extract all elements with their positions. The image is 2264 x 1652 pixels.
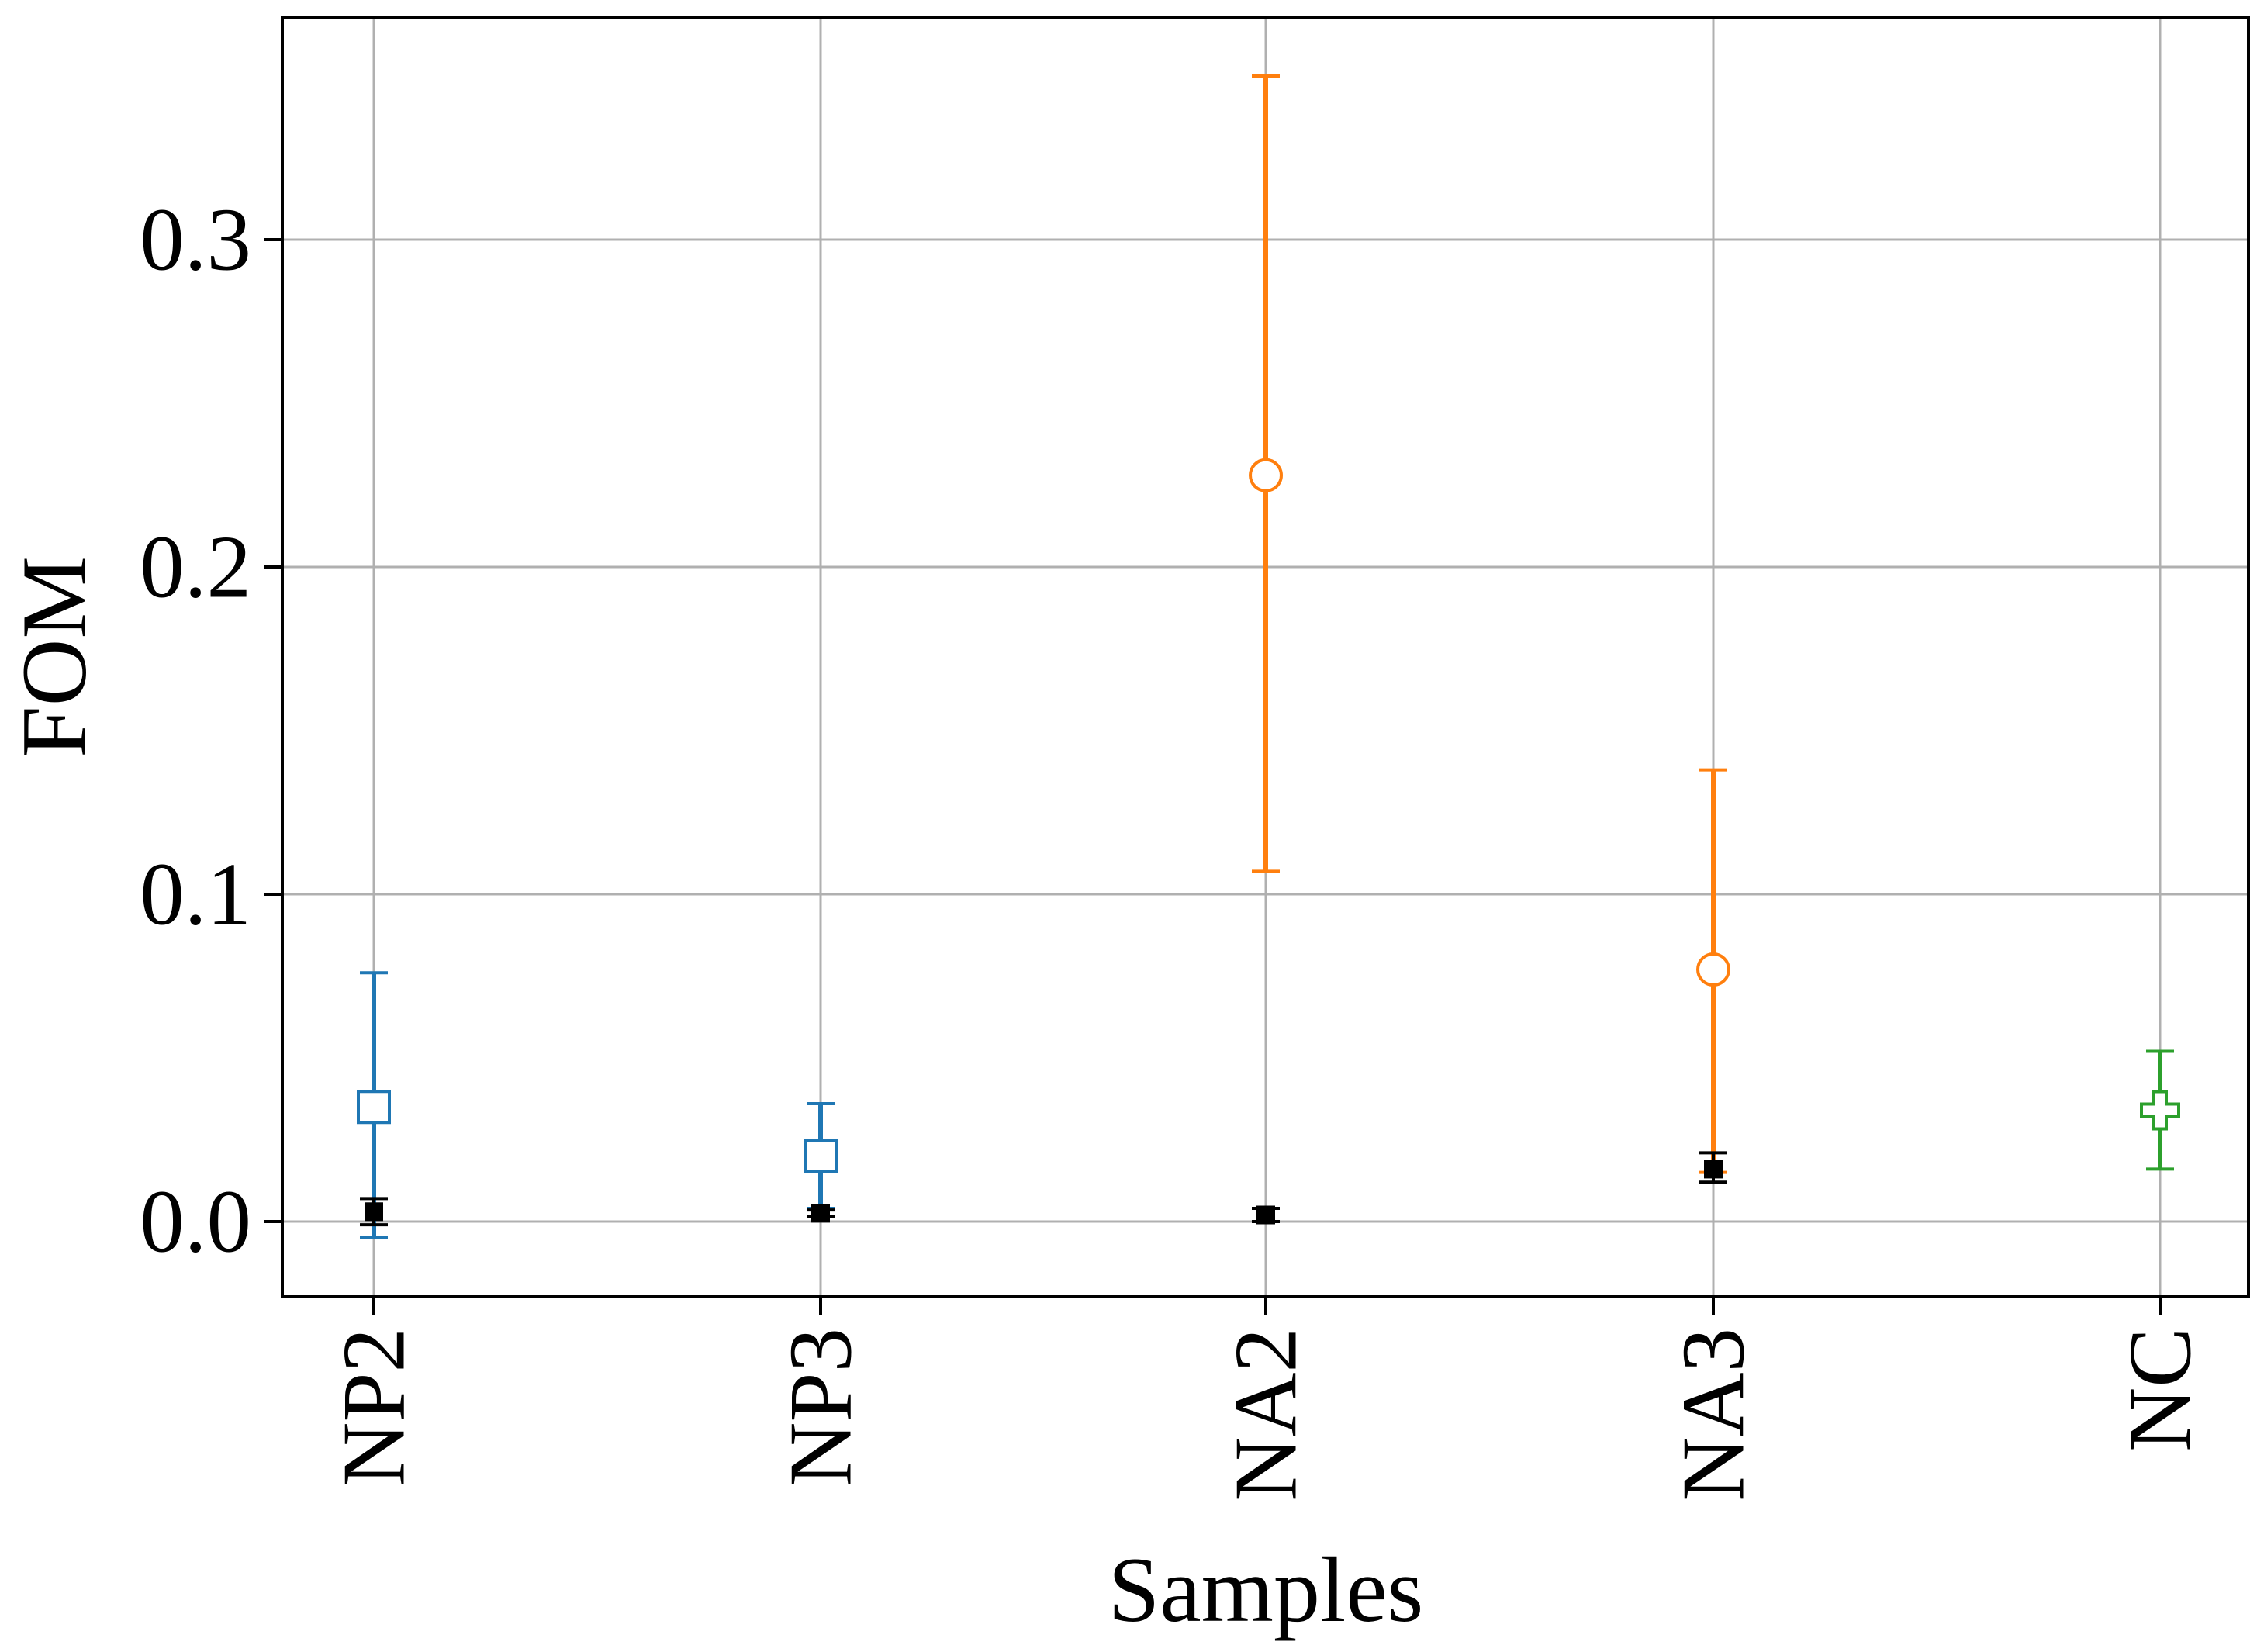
y-axis-label: FOM xyxy=(2,556,105,758)
axis-ticks: NP2 NP3 NA2 NA3 NC 0.0 0.1 0.2 0.3 xyxy=(140,190,2209,1501)
y-tick-label: 0.2 xyxy=(140,517,251,616)
y-tick-label: 0.3 xyxy=(140,190,251,289)
x-tick-label: NA3 xyxy=(1664,1328,1763,1502)
data-point-filled-square xyxy=(365,1202,383,1222)
y-tick-label: 0.0 xyxy=(140,1172,251,1270)
data-point-square xyxy=(357,1090,391,1125)
y-tick-label: 0.1 xyxy=(140,845,251,943)
x-tick-label: NC xyxy=(2111,1328,2210,1452)
x-tick-label: NP2 xyxy=(325,1328,423,1487)
data-point-filled-square xyxy=(1704,1160,1723,1179)
data-point-square xyxy=(804,1139,838,1173)
x-tick-label: NA2 xyxy=(1217,1328,1315,1502)
data-point-circle xyxy=(1249,458,1283,492)
data-point-plus xyxy=(2140,1090,2180,1131)
x-axis-label: Samples xyxy=(1108,1538,1424,1641)
data-point-filled-square xyxy=(811,1204,830,1223)
x-tick-label: NP3 xyxy=(772,1328,870,1487)
data-marks xyxy=(357,74,2180,1240)
data-point-filled-square xyxy=(1256,1205,1275,1225)
data-point-circle xyxy=(1696,952,1730,987)
